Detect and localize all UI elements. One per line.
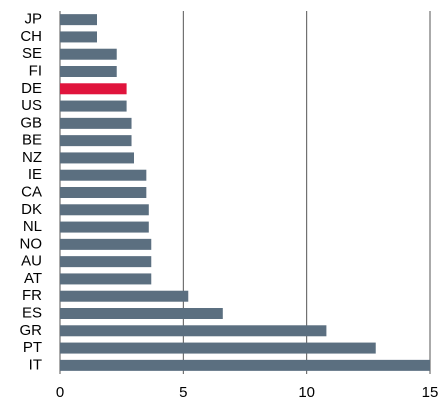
y-tick-label: DE — [21, 80, 42, 97]
y-tick-label: BE — [22, 132, 42, 149]
y-tick-label: US — [21, 97, 42, 114]
bar — [60, 238, 152, 250]
y-tick-label: DK — [21, 201, 42, 218]
bar — [60, 135, 132, 147]
y-tick-label: IE — [28, 166, 42, 183]
y-tick-label: IT — [29, 356, 42, 373]
y-tick-label: GR — [20, 322, 43, 339]
bar — [60, 117, 132, 129]
y-tick-label: ES — [22, 304, 42, 321]
y-tick-label: GB — [20, 114, 42, 131]
bar — [60, 169, 147, 181]
y-tick-label: NL — [23, 218, 42, 235]
x-tick-label: 10 — [298, 384, 315, 401]
bar — [60, 221, 149, 233]
bar — [60, 187, 147, 198]
y-tick-label: FI — [29, 62, 42, 79]
bar — [60, 14, 97, 26]
y-tick-label: SE — [22, 45, 42, 62]
bar — [60, 342, 376, 354]
bar — [60, 48, 117, 60]
y-tick-label: CH — [20, 28, 42, 45]
x-tick-label: 15 — [422, 384, 439, 401]
bar — [60, 152, 134, 164]
y-tick-label: NZ — [22, 149, 42, 166]
y-tick-label: NO — [20, 235, 43, 252]
bar — [60, 325, 327, 337]
bar — [60, 273, 152, 285]
y-tick-label: FR — [22, 287, 42, 304]
bar — [60, 256, 152, 268]
bar — [60, 204, 149, 216]
bar — [60, 31, 97, 43]
bar — [60, 66, 117, 77]
bar — [60, 83, 127, 95]
y-tick-label: AT — [24, 270, 42, 287]
bar — [60, 100, 127, 112]
y-tick-label: CA — [21, 183, 42, 200]
bar — [60, 290, 189, 302]
bar — [60, 359, 430, 371]
x-tick-label: 5 — [179, 384, 187, 401]
y-tick-label: PT — [23, 339, 42, 356]
bar — [60, 308, 223, 319]
y-tick-label: JP — [24, 11, 42, 28]
y-tick-label: AU — [21, 253, 42, 270]
x-tick-label: 0 — [56, 384, 64, 401]
